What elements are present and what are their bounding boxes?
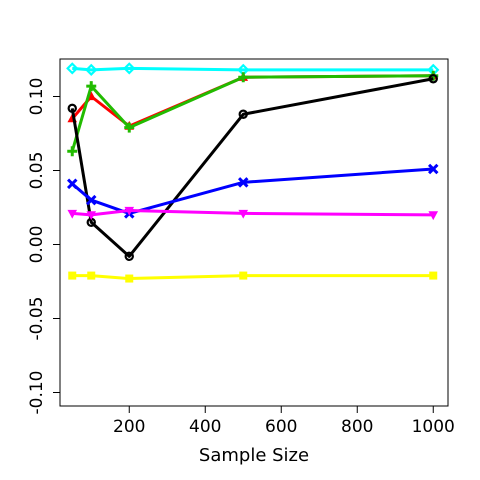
data-point-plus (86, 81, 97, 92)
data-point-square (239, 271, 248, 280)
data-point-cross (66, 178, 78, 190)
data-point-circle (124, 251, 134, 262)
series-3 (67, 74, 438, 262)
data-point-cross (427, 163, 439, 175)
series-5 (67, 206, 439, 221)
data-point-square (68, 271, 77, 280)
data-point-plus (238, 72, 249, 83)
data-point-square (87, 271, 96, 280)
plot-frame (59, 58, 449, 407)
data-point-square (429, 271, 438, 280)
axes-layer: 200 400 600 800 1000 -0.10 -0.05 0.00 0.05 0.10 (27, 78, 455, 437)
x-tick-label: 200 (113, 417, 145, 437)
data-point-triangle-down (86, 211, 97, 221)
data-point-cross (237, 177, 249, 188)
data-point-circle (428, 74, 438, 84)
data-point-diamond (123, 62, 136, 75)
data-point-plus (124, 122, 135, 133)
y-tick-label: -0.05 (27, 297, 47, 341)
data-point-circle (238, 109, 248, 119)
series-6 (68, 271, 438, 283)
series-0 (66, 62, 440, 77)
data-point-triangle-down (428, 211, 439, 221)
x-tick-label: 1000 (412, 417, 455, 437)
series-line (71, 74, 434, 128)
data-point-diamond (85, 63, 98, 77)
data-point-square (125, 274, 134, 283)
x-tick-label: 400 (189, 417, 221, 437)
x-tick-label: 800 (341, 417, 373, 437)
series-line (70, 77, 434, 258)
data-point-circle (67, 103, 77, 114)
data-point-triangle-down (124, 206, 135, 216)
data-point-triangle-down (67, 209, 78, 219)
x-axis-title: Sample Size (199, 445, 309, 466)
data-point-triangle-down (238, 209, 249, 219)
data-point-diamond (66, 62, 79, 75)
data-point-plus (67, 146, 78, 157)
x-tick-label: 600 (265, 417, 297, 437)
series-layer (66, 62, 440, 283)
y-tick-label: -0.10 (27, 371, 47, 415)
y-tick-label: 0.05 (27, 152, 47, 190)
series-line (71, 167, 434, 215)
series-line (72, 66, 434, 72)
data-point-cross (85, 194, 97, 206)
y-tick-label: 0.00 (27, 226, 47, 264)
y-tick-label: 0.10 (27, 78, 47, 116)
